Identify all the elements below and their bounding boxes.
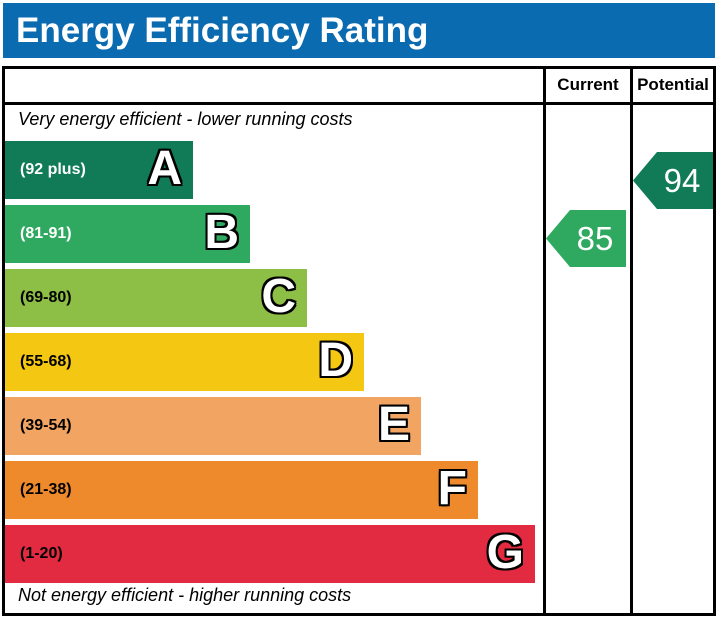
- epc-band-c: (69-80) C: [5, 269, 307, 327]
- epc-band-e: (39-54) E: [5, 397, 421, 455]
- potential-rating-arrow: 94: [633, 152, 713, 209]
- top-annotation: Very energy efficient - lower running co…: [18, 109, 353, 129]
- potential-column-header: Potential: [637, 75, 709, 94]
- epc-band-f: (21-38) F: [5, 461, 478, 519]
- potential-rating-value: 94: [663, 161, 701, 199]
- band-range-label: (55-68): [20, 353, 72, 370]
- band-range-label: (1-20): [20, 545, 63, 562]
- band-letter: E: [377, 398, 410, 451]
- band-range-label: (21-38): [20, 481, 72, 498]
- epc-band-a: (92 plus) A: [5, 141, 193, 199]
- rating-bands: (92 plus) A (81-91) B (69-80) C (55-68) …: [5, 141, 535, 589]
- epc-band-b: (81-91) B: [5, 205, 250, 263]
- current-rating-value: 85: [576, 219, 614, 257]
- band-range-label: (92 plus): [20, 161, 86, 178]
- band-letter: D: [318, 334, 353, 387]
- band-letter: B: [204, 206, 239, 259]
- band-letter: C: [261, 270, 296, 323]
- current-column-divider: [543, 69, 546, 613]
- band-letter: G: [486, 526, 524, 579]
- band-range-label: (69-80): [20, 289, 72, 306]
- band-letter: F: [437, 462, 467, 515]
- epc-band-g: (1-20) G: [5, 525, 535, 583]
- page-title: Energy Efficiency Rating: [16, 10, 429, 50]
- band-letter: A: [147, 142, 182, 195]
- header-divider-line: [5, 102, 713, 105]
- band-range-label: (39-54): [20, 417, 72, 434]
- title-banner: Energy Efficiency Rating: [3, 3, 715, 58]
- epc-chart-frame: Current Potential Very energy efficient …: [2, 66, 716, 616]
- potential-column-divider: [630, 69, 633, 613]
- current-column-header: Current: [557, 75, 619, 94]
- bottom-annotation: Not energy efficient - higher running co…: [18, 585, 352, 605]
- band-range-label: (81-91): [20, 225, 72, 242]
- epc-band-d: (55-68) D: [5, 333, 364, 391]
- current-rating-arrow: 85: [546, 210, 626, 267]
